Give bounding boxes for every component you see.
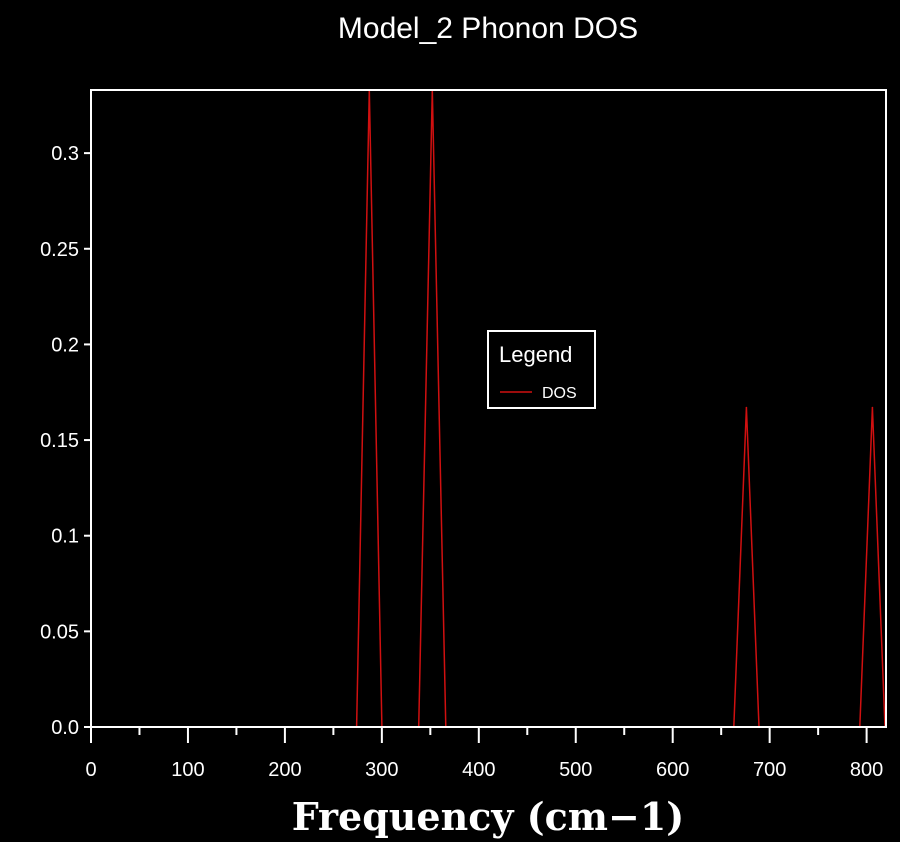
x-tick-label: 600: [656, 759, 689, 781]
y-tick-label: 0.3: [51, 143, 79, 165]
legend-title: Legend: [499, 342, 572, 367]
x-tick-label: 800: [850, 759, 883, 781]
y-axis: 0.0 0.05 0.1 0.15 0.2 0.25 0.3: [40, 143, 91, 739]
legend-box: [487, 330, 596, 409]
x-tick-label: 400: [462, 759, 495, 781]
dos-peak-point: [871, 406, 874, 409]
x-tick-label: 100: [171, 759, 204, 781]
y-tick-label: 0.0: [51, 717, 79, 739]
x-tick-label: 500: [559, 759, 592, 781]
legend: Legend DOS: [487, 330, 596, 409]
x-axis-label: Frequency (cm−1): [292, 794, 685, 839]
y-tick-label: 0.2: [51, 334, 79, 356]
x-tick-label: 0: [85, 759, 96, 781]
y-tick-label: 0.15: [40, 430, 79, 452]
dos-peak-point: [745, 406, 748, 409]
y-tick-label: 0.1: [51, 526, 79, 548]
chart-title: Model_2 Phonon DOS: [338, 12, 638, 45]
legend-label-dos: DOS: [542, 385, 577, 402]
x-tick-label: 300: [365, 759, 398, 781]
y-tick-label: 0.25: [40, 239, 79, 261]
x-tick-label: 700: [753, 759, 786, 781]
x-axis: 0 100 200 300 400 500 600 700 800: [85, 727, 883, 781]
x-tick-label: 200: [268, 759, 301, 781]
plot-frame: [90, 89, 887, 728]
y-tick-label: 0.05: [40, 621, 79, 643]
